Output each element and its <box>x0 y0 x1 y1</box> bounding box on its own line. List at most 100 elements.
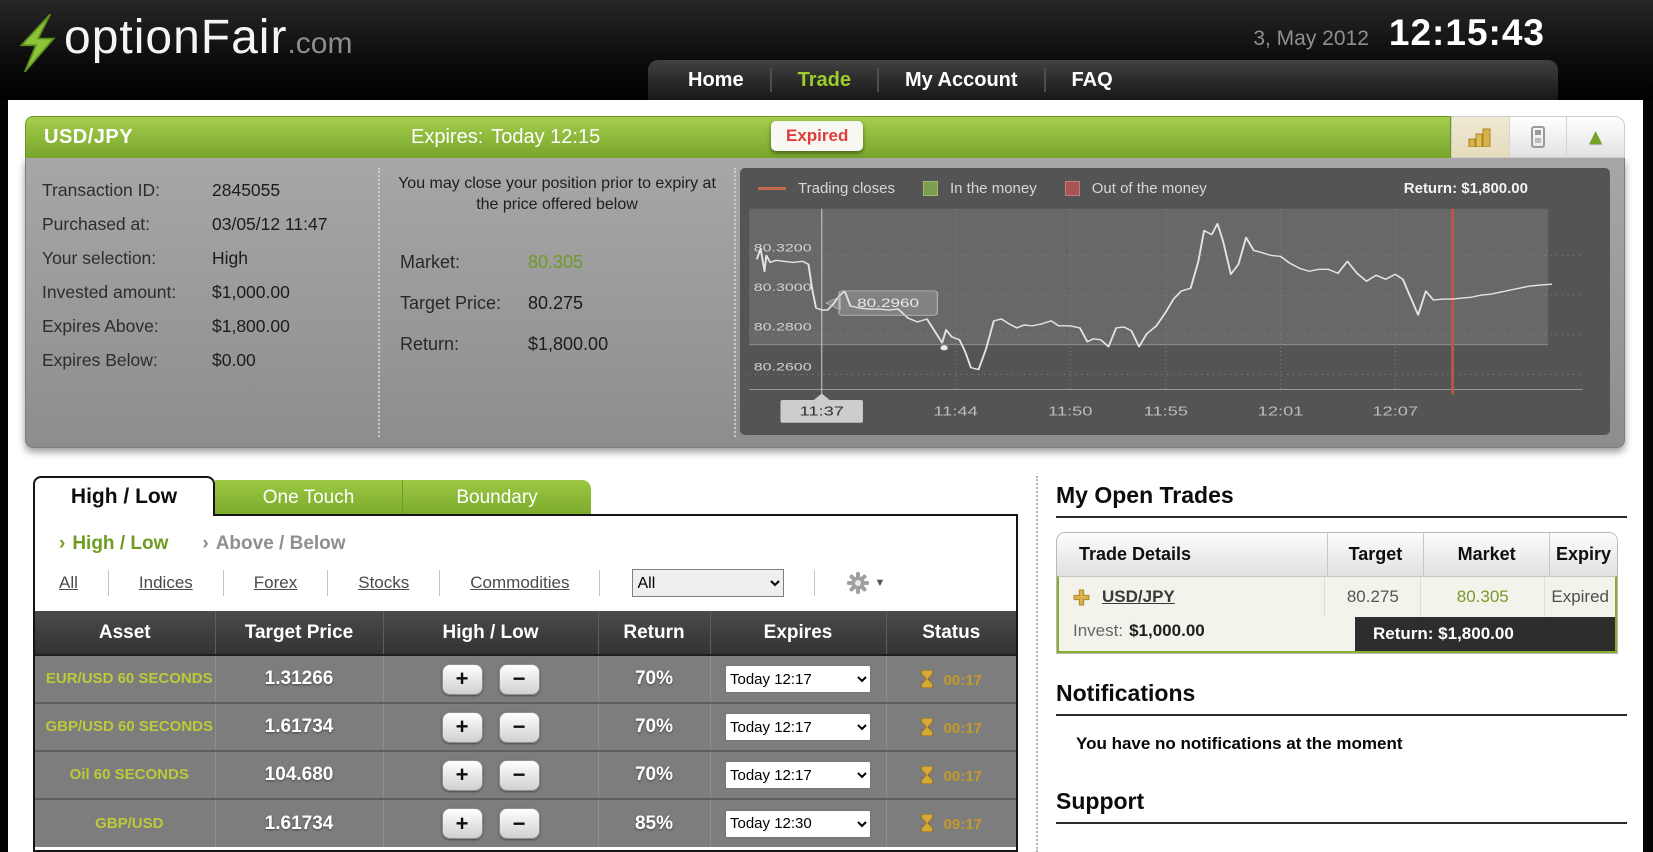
asset-name[interactable]: Oil 60 SECONDS <box>35 750 215 799</box>
legend-square-swatch <box>1064 181 1080 196</box>
expires-select[interactable]: Today 12:17 <box>725 761 871 789</box>
detail-value: $1,800.00 <box>212 316 290 336</box>
open-trades-column-trade-details: Trade Details <box>1079 544 1192 564</box>
transaction-detail-row: Expires Above: $1,800.00 <box>42 316 374 337</box>
high-button[interactable]: + <box>441 808 483 839</box>
table-settings-button[interactable]: ▼ <box>847 572 885 594</box>
close-position-note: You may close your position prior to exp… <box>398 175 716 213</box>
asset-name[interactable]: GBP/USD 60 SECONDS <box>35 702 215 751</box>
open-trade-return: Return: $1,800.00 <box>1355 617 1615 651</box>
column-header-status: Status <box>885 611 1016 656</box>
filter-link-indices[interactable]: Indices <box>138 573 193 592</box>
open-trades-header: Trade Details Target Market Expiry <box>1057 533 1617 576</box>
svg-text:11:55: 11:55 <box>1144 405 1189 419</box>
trade-panel-header: USD/JPY Expires: Today 12:15 Expired <box>25 116 1625 158</box>
support-title: Support <box>1056 788 1627 824</box>
high-low-cell: + − <box>382 750 598 799</box>
countdown-text: 00:17 <box>939 671 983 689</box>
svg-text:80.2960: 80.2960 <box>857 297 919 310</box>
table-row: EUR/USD 60 SECONDS 1.31266 + −70% Today 12:1… <box>35 654 1016 703</box>
detail-value: 03/05/12 11:47 <box>212 214 328 234</box>
filter-link-commodities[interactable]: Commodities <box>470 573 570 592</box>
sub-tab-label: Above / Below <box>215 533 346 554</box>
detail-label: Expires Below: <box>42 350 158 370</box>
column-header-asset: Asset <box>35 611 215 656</box>
return-percent: 70% <box>597 750 710 799</box>
bar-chart-icon <box>1468 128 1491 147</box>
expires-cell: Today 12:17 <box>709 654 886 703</box>
nav-separator <box>1043 68 1046 92</box>
filter-link-all[interactable]: All <box>59 573 78 592</box>
return-percent: 70% <box>597 702 710 751</box>
svg-text:12:07: 12:07 <box>1372 405 1418 419</box>
price-chart[interactable]: 80.3200 80.3000 80.2800 80.2600 80.2960 11:37… <box>740 199 1610 435</box>
expires-select[interactable]: Today 12:17 <box>725 713 871 741</box>
logo[interactable]: optionFair.com <box>14 10 352 72</box>
filter-separator <box>222 570 224 596</box>
high-button[interactable]: + <box>441 759 483 791</box>
tab-boundary[interactable]: Boundary <box>403 480 591 516</box>
chart-view-button[interactable] <box>1452 117 1510 157</box>
nav-item-trade[interactable]: Trade <box>797 68 851 91</box>
trade-panel-body: Transaction ID: 2845055 Purchased at: 03/05… <box>25 158 1625 448</box>
quote-row: Return: $1,800.00 <box>396 334 718 355</box>
status-countdown: 00:17 <box>885 654 1016 703</box>
expired-status-badge: Expired <box>771 121 864 151</box>
filter-link-forex[interactable]: Forex <box>253 573 298 592</box>
legend-line-swatch <box>758 187 786 190</box>
return-percent: 70% <box>597 654 710 703</box>
chevron-right-icon: › <box>59 533 66 554</box>
expires-select[interactable]: Today 12:17 <box>725 665 871 693</box>
open-trades-column-target: Target <box>1326 533 1424 576</box>
asset-filter-select[interactable]: All <box>632 569 785 597</box>
quote-label: Return: <box>400 333 460 354</box>
filter-link-stocks[interactable]: Stocks <box>358 573 410 592</box>
details-view-button[interactable] <box>1510 117 1568 157</box>
asset-name[interactable]: GBP/USD <box>35 798 215 847</box>
svg-text:12:01: 12:01 <box>1258 405 1304 419</box>
asset-name[interactable]: EUR/USD 60 SECONDS <box>35 654 215 703</box>
filter-separator <box>327 570 329 596</box>
countdown-text: 09:17 <box>939 816 983 833</box>
svg-text:11:37: 11:37 <box>800 405 845 419</box>
notifications-title: Notifications <box>1056 680 1627 716</box>
status-countdown: 00:17 <box>885 702 1016 751</box>
legend-label: Trading closes <box>798 180 895 197</box>
transaction-details: Transaction ID: 2845055 Purchased at: 03/05… <box>26 158 378 447</box>
notifications-message: You have no notifications at the moment <box>1076 734 1403 753</box>
status-countdown: 00:17 <box>885 750 1016 799</box>
nav-item-my-account[interactable]: My Account <box>904 68 1018 91</box>
high-button[interactable]: + <box>441 711 483 743</box>
nav-item-home[interactable]: Home <box>688 68 744 91</box>
svg-text:11:50: 11:50 <box>1048 405 1093 419</box>
open-trades-table: Trade Details Target Market Expiry USD/JPY … <box>1056 532 1618 654</box>
tab-high-low[interactable]: High / Low <box>33 476 215 516</box>
nav-item-faq[interactable]: FAQ <box>1071 68 1113 91</box>
high-low-panel: › High / Low › Above / Below All Indices Fore… <box>33 514 1018 852</box>
low-button[interactable]: − <box>498 759 540 791</box>
quote-value: 80.305 <box>528 251 584 272</box>
detail-value: $1,000.00 <box>212 282 290 302</box>
legend-label: Out of the money <box>1091 180 1207 197</box>
transaction-detail-row: Expires Below: $0.00 <box>42 350 374 371</box>
open-trade-asset-link[interactable]: USD/JPY <box>1102 587 1175 606</box>
sub-tab-high-low[interactable]: › High / Low <box>59 533 168 555</box>
low-button[interactable]: − <box>498 663 540 695</box>
chart-legend: Trading closes In the money Out of the mon… <box>740 168 1610 199</box>
collapse-panel-button[interactable]: ▲ <box>1567 117 1624 157</box>
filter-separator <box>599 570 601 596</box>
filter-separator <box>814 570 816 596</box>
low-button[interactable]: − <box>498 711 540 743</box>
sub-tab-above-below[interactable]: › Above / Below <box>202 533 345 555</box>
expires-select[interactable]: Today 12:30 <box>725 809 871 838</box>
low-button[interactable]: − <box>498 808 540 839</box>
trade-expires: Expires: Today 12:15 <box>411 126 600 149</box>
list-view-icon <box>1531 126 1545 148</box>
column-header-expires: Expires <box>709 611 886 656</box>
tab-one-touch[interactable]: One Touch <box>215 480 403 516</box>
high-low-cell: + − <box>382 798 598 847</box>
hourglass-icon <box>921 669 934 688</box>
trade-panel-titlebar: USD/JPY Expires: Today 12:15 Expired <box>25 116 1451 158</box>
high-button[interactable]: + <box>441 663 483 695</box>
